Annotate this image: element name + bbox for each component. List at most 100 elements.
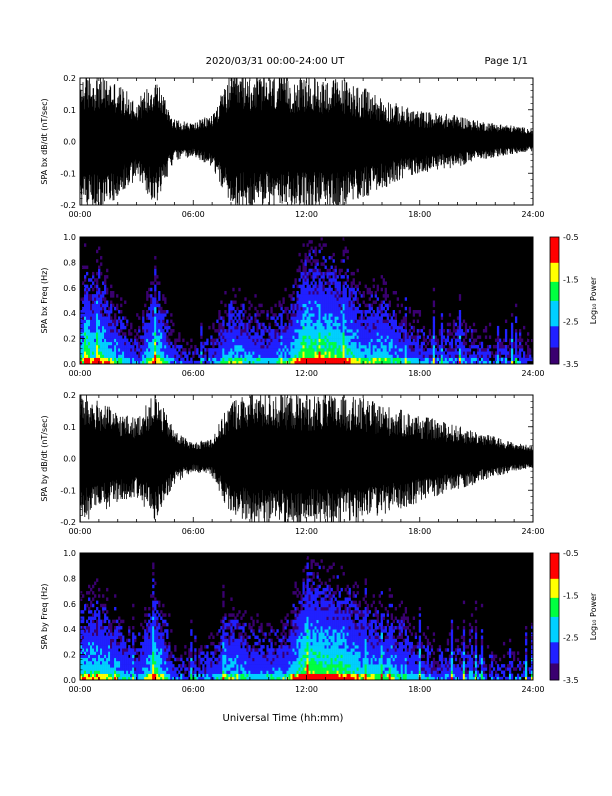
spectrogram-cell [453,329,455,332]
spectrogram-cell [240,329,242,332]
spectrogram-cell [331,326,333,329]
spectrogram-cell [162,648,164,651]
spectrogram-cell [365,326,367,329]
spectrogram-cell [435,342,437,345]
spectrogram-cell [212,348,214,351]
spectrogram-cell [132,667,134,670]
spectrogram-cell [234,310,236,313]
spectrogram-cell [505,320,507,323]
spectrogram-cell [96,623,98,626]
spectrogram-cell [489,351,491,354]
spectrogram-cell [519,339,521,342]
spectrogram-cell [158,667,160,670]
spectrogram-cell [353,320,355,323]
spectrogram-cell [329,339,331,342]
spectrogram-cell [319,332,321,335]
spectrogram-cell [319,351,321,354]
spectrogram-cell [313,301,315,304]
colorbar-tick-label: -3.5 [563,360,579,369]
spectrogram-cell [405,307,407,310]
spectrogram-cell [313,285,315,288]
spectrogram-cell [100,664,102,667]
spectrogram-cell [150,594,152,597]
spectrogram-cell [423,358,425,361]
spectrogram-cell [116,304,118,307]
spectrogram-cell [375,320,377,323]
spectrogram-cell [315,326,317,329]
spectrogram-cell [150,301,152,304]
spectrogram-cell [419,329,421,332]
x-tick-label: 24:00 [521,527,544,536]
spectrogram-cell [94,655,96,658]
spectrogram-cell [481,358,483,361]
spectrogram-cell [317,326,319,329]
spectrogram-cell [323,326,325,329]
spectrogram-cell [102,626,104,629]
spectrogram-cell [114,320,116,323]
spectrogram-cell [413,335,415,338]
spectrogram-cell [272,351,274,354]
spectrogram-cell [234,335,236,338]
spectrogram-cell [222,651,224,654]
spectrogram-cell [298,316,300,319]
spectrogram-cell [347,269,349,272]
spectrogram-cell [274,351,276,354]
spectrogram-cell [128,667,130,670]
spectrogram-cell [152,354,154,357]
spectrogram-cell [224,345,226,348]
spectrogram-cell [124,348,126,351]
spectrogram-cell [325,266,327,269]
spectrogram-cell [100,648,102,651]
spectrogram-cell [357,301,359,304]
spectrogram-cell [124,651,126,654]
spectrogram-cell [102,342,104,345]
spectrogram-cell [106,329,108,332]
spectrogram-cell [353,323,355,326]
spectrogram-cell [116,351,118,354]
spectrogram-cell [455,354,457,357]
spectrogram-cell [120,632,122,635]
spectrogram-cell [174,648,176,651]
spectrogram-cell [309,326,311,329]
spectrogram-cell [305,339,307,342]
spectrogram-cell [345,307,347,310]
spectrogram-cell [92,313,94,316]
spectrogram-cell [447,335,449,338]
spectrogram-cell [519,329,521,332]
spectrogram-cell [280,320,282,323]
spectrogram-cell [280,307,282,310]
spectrogram-cell [92,617,94,620]
spectrogram-cell [154,645,156,648]
spectrogram-cell [331,294,333,297]
spectrogram-cell [92,623,94,626]
spectrogram-cell [311,329,313,332]
spectrogram-cell [339,316,341,319]
spectrogram-cell [357,307,359,310]
spectrogram-cell [333,351,335,354]
spectrogram-cell [313,332,315,335]
spectrogram-cell [144,670,146,673]
spectrogram-cell [214,651,216,654]
spectrogram-cell [280,354,282,357]
spectrogram-cell [395,345,397,348]
spectrogram-cell [280,348,282,351]
spectrogram-cell [427,335,429,338]
spectrogram-cell [339,285,341,288]
spectrogram-cell [98,326,100,329]
spectrogram-cell [252,342,254,345]
spectrogram-cell [317,316,319,319]
spectrogram-cell [98,288,100,291]
spectrogram-cell [152,655,154,658]
spectrogram-cell [302,281,304,284]
spectrogram-cell [154,310,156,313]
spectrogram-cell [254,358,256,361]
spectrogram-cell [172,348,174,351]
spectrogram-cell [341,275,343,278]
spectrogram-cell [158,339,160,342]
spectrogram-cell [323,310,325,313]
spectrogram-cell [200,323,202,326]
spectrogram-cell [250,358,252,361]
spectrogram-cell [152,563,154,566]
spectrogram-cell [451,354,453,357]
spectrogram-cell [200,351,202,354]
